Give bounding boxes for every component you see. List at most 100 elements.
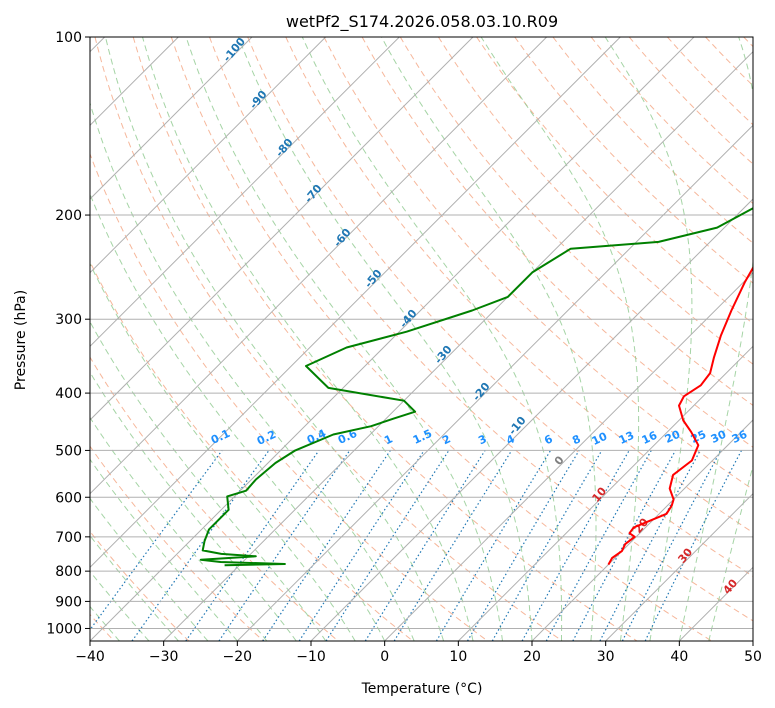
isotherm-line bbox=[605, 492, 753, 641]
sounding-traces bbox=[199, 207, 753, 567]
x-axis-label: Temperature (°C) bbox=[361, 681, 483, 697]
x-tick-label: 0 bbox=[380, 649, 389, 665]
moist-adiabat-label: -50 bbox=[362, 267, 385, 291]
dry-adiabat-line bbox=[90, 260, 414, 641]
x-tick-label: −30 bbox=[149, 649, 179, 665]
mixing-ratio-lines bbox=[90, 450, 743, 641]
isotherm-line bbox=[90, 37, 327, 274]
moist-adiabat-line bbox=[480, 37, 640, 641]
moist-adiabat-line bbox=[678, 37, 753, 641]
isotherms bbox=[90, 37, 753, 641]
y-tick-label: 1000 bbox=[46, 621, 82, 637]
moist-adiabat-label: -60 bbox=[331, 226, 354, 250]
plot-area: 0.1 0.2 0.4 0.6 1 1.5 2 3 4 6 8 10 13 16 20 25 30 36-100-… bbox=[90, 35, 753, 641]
mixing-ratio-label: 1.5 bbox=[411, 427, 434, 447]
moist-adiabat-line bbox=[90, 534, 179, 641]
x-tick-label: −10 bbox=[296, 649, 326, 665]
isotherm-line bbox=[384, 271, 753, 641]
mixing-ratio-label: 10 bbox=[590, 430, 610, 448]
isotherm-line bbox=[90, 37, 474, 421]
moist-adiabat-line bbox=[90, 192, 386, 641]
y-tick-label: 200 bbox=[55, 208, 82, 224]
y-tick-label: 900 bbox=[55, 594, 82, 610]
dry-adiabat-line bbox=[90, 445, 264, 641]
mixing-ratio-line bbox=[545, 450, 652, 641]
y-tick-label: 500 bbox=[55, 443, 82, 459]
mixing-ratio-line bbox=[644, 450, 743, 641]
moist-adiabats bbox=[90, 37, 753, 641]
isotherm-line bbox=[310, 198, 753, 641]
moist-adiabat-label: 30 bbox=[675, 545, 695, 565]
mixing-ratio-line bbox=[325, 450, 450, 641]
chart-title: wetPf2_S174.2026.058.03.10.R09 bbox=[286, 12, 558, 32]
dry-adiabat-line bbox=[590, 37, 753, 205]
dry-adiabat-line bbox=[94, 37, 563, 641]
moist-adiabat-line bbox=[90, 371, 297, 641]
mixing-ratio-label: 13 bbox=[617, 429, 636, 447]
moist-adiabat-line bbox=[185, 37, 503, 641]
mixing-ratio-line bbox=[466, 450, 580, 641]
isotherm-line bbox=[752, 640, 753, 641]
isotherm-line bbox=[236, 124, 753, 641]
isotherm-line bbox=[531, 419, 753, 641]
moist-adiabat-line bbox=[90, 320, 327, 641]
y-tick-label: 800 bbox=[55, 564, 82, 580]
mixing-ratio-line bbox=[572, 450, 677, 641]
isotherm-line bbox=[90, 37, 695, 641]
moist-adiabat-line bbox=[90, 497, 209, 641]
mixing-ratio-line bbox=[90, 450, 223, 631]
y-tick-label: 700 bbox=[55, 530, 82, 546]
grid-lines bbox=[90, 37, 753, 629]
dry-adiabat-line bbox=[323, 37, 753, 491]
dry-adiabat-line bbox=[552, 37, 753, 244]
isotherm-line bbox=[457, 345, 753, 641]
dry-adiabat-line bbox=[247, 37, 753, 577]
mixing-ratio-label: 1 bbox=[382, 432, 394, 447]
dewpoint-trace bbox=[199, 207, 753, 567]
dry-adiabat-line bbox=[90, 152, 488, 641]
dry-adiabat-line bbox=[705, 37, 753, 87]
dry-adiabat-line bbox=[437, 37, 753, 365]
moist-adiabat-line bbox=[90, 458, 238, 641]
x-tick-label: 40 bbox=[670, 649, 688, 665]
mixing-ratio-line bbox=[218, 450, 351, 641]
mixing-ratio-label: 0.2 bbox=[255, 428, 278, 448]
moist-adiabat-line bbox=[381, 37, 597, 641]
x-tick-label: 30 bbox=[597, 649, 615, 665]
y-tick-label: 400 bbox=[55, 386, 82, 402]
dry-adiabat-line bbox=[170, 37, 712, 641]
moist-adiabat-label: -100 bbox=[220, 35, 248, 65]
y-axis-label: Pressure (hPa) bbox=[13, 290, 29, 390]
x-tick-label: 50 bbox=[744, 649, 762, 665]
mixing-ratio-label: 20 bbox=[663, 428, 683, 446]
moist-adiabat-line bbox=[708, 464, 753, 641]
moist-adiabat-label: -40 bbox=[397, 307, 420, 331]
moist-adiabat-line bbox=[604, 37, 693, 641]
y-tick-label: 100 bbox=[55, 30, 82, 46]
isotherm-line bbox=[90, 37, 253, 200]
y-axis: 100 200 300 400 500 600 700 800 900 1000 bbox=[46, 30, 90, 637]
moist-adiabat-line bbox=[238, 37, 533, 641]
x-tick-label: −20 bbox=[223, 649, 253, 665]
mixing-ratio-label: 16 bbox=[640, 429, 660, 447]
temperature-trace bbox=[607, 265, 753, 566]
dry-adiabat-line bbox=[132, 37, 638, 641]
isotherm-line bbox=[90, 37, 548, 495]
moist-adiabat-line bbox=[90, 101, 415, 641]
dry-adiabat-line bbox=[90, 356, 339, 641]
mixing-ratio-label: 30 bbox=[709, 428, 729, 446]
moist-adiabat-line bbox=[105, 37, 445, 641]
isotherm-line bbox=[163, 50, 753, 641]
moist-adiabat-label: -90 bbox=[247, 88, 270, 112]
mixing-ratio-label: 36 bbox=[730, 428, 750, 446]
dry-adiabat-line bbox=[399, 37, 753, 407]
y-tick-label: 600 bbox=[55, 490, 82, 506]
mixing-ratio-label: 0.1 bbox=[209, 427, 232, 447]
moist-adiabat-line bbox=[142, 37, 474, 641]
moist-adiabat-line bbox=[90, 416, 268, 641]
isotherm-line bbox=[90, 37, 400, 348]
dry-adiabats bbox=[90, 37, 753, 641]
mixing-ratio-label: 3 bbox=[476, 432, 488, 447]
mixing-ratio-label: 25 bbox=[689, 428, 708, 446]
